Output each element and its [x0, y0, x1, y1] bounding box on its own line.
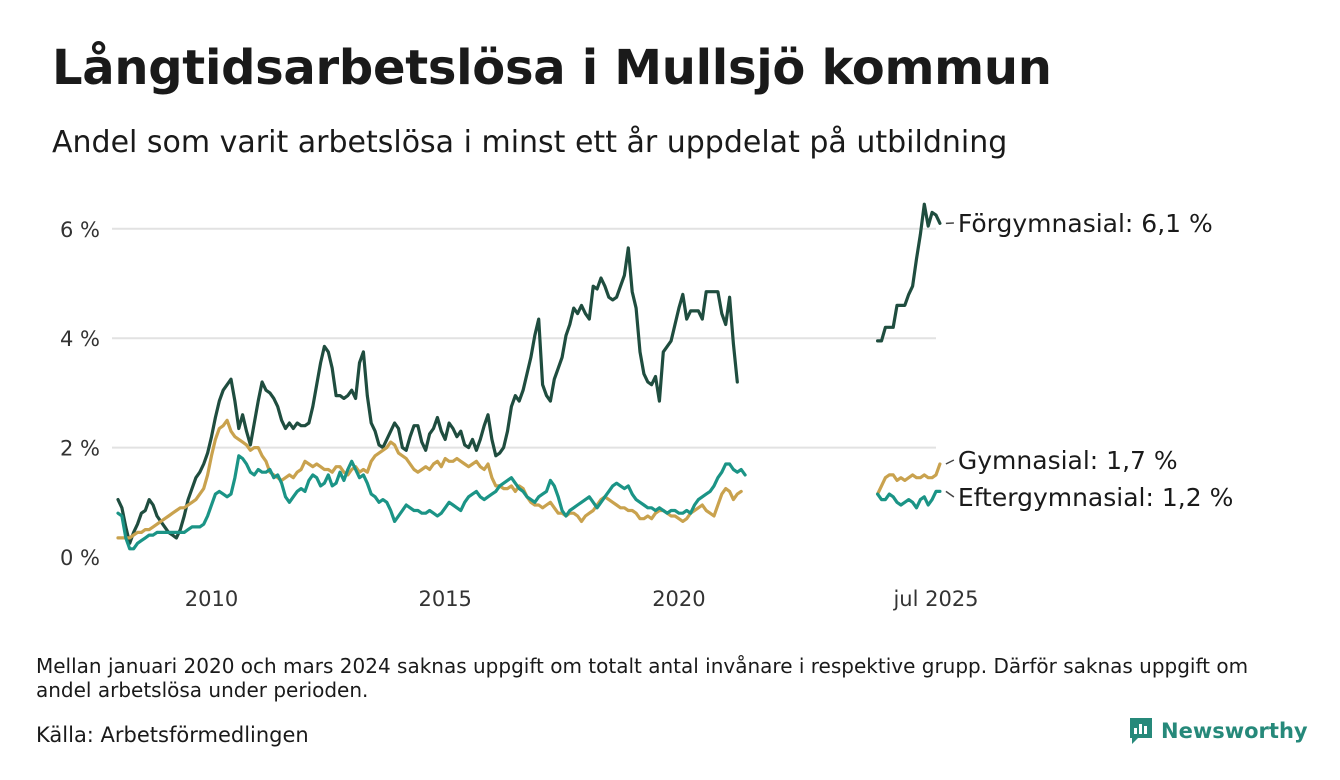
- end-label-eftergymnasial: Eftergymnasial: 1,2 %: [958, 483, 1233, 512]
- chart-subtitle: Andel som varit arbetslösa i minst ett å…: [52, 125, 1008, 160]
- series-line-gymnasial: [116, 418, 743, 540]
- series-line-förgymnasial: [116, 246, 739, 545]
- series-line-förgymnasial: [875, 202, 942, 343]
- newsworthy-brand: Newsworthy: [1128, 716, 1308, 746]
- series-line-gymnasial: [875, 462, 942, 496]
- end-label-leader: [945, 490, 955, 498]
- series-line-eftergymnasial: [116, 454, 747, 551]
- series-lines: [116, 202, 942, 551]
- line-chart: 0 % 2 % 4 % 6 % 2010 2015 2020 jul 2025 Förgym…: [60, 202, 1233, 611]
- series-line-eftergymnasial: [875, 489, 942, 510]
- x-tick-label: jul 2025: [892, 587, 978, 611]
- y-axis-ticks: 0 % 2 % 4 % 6 %: [60, 218, 100, 570]
- y-tick-label: 4 %: [60, 327, 100, 351]
- footnote: Mellan januari 2020 och mars 2024 saknas…: [36, 654, 1249, 702]
- y-tick-label: 2 %: [60, 437, 100, 461]
- series-end-labels: Förgymnasial: 6,1 % Gymnasial: 1,7 % Efter…: [945, 209, 1233, 512]
- x-axis-ticks: 2010 2015 2020 jul 2025: [185, 587, 979, 611]
- end-label-gymnasial: Gymnasial: 1,7 %: [958, 446, 1178, 475]
- y-tick-label: 0 %: [60, 546, 100, 570]
- end-label-förgymnasial: Förgymnasial: 6,1 %: [958, 209, 1213, 238]
- y-tick-label: 6 %: [60, 218, 100, 242]
- chart-title: Långtidsarbetslösa i Mullsjö kommun: [52, 40, 1052, 96]
- newsworthy-logo-icon: [1130, 718, 1152, 744]
- source-text: Källa: Arbetsförmedlingen: [36, 723, 309, 747]
- x-tick-label: 2010: [185, 587, 238, 611]
- x-tick-label: 2015: [418, 587, 471, 611]
- end-label-leader: [945, 459, 955, 465]
- x-tick-label: 2020: [652, 587, 705, 611]
- brand-name: Newsworthy: [1161, 719, 1308, 743]
